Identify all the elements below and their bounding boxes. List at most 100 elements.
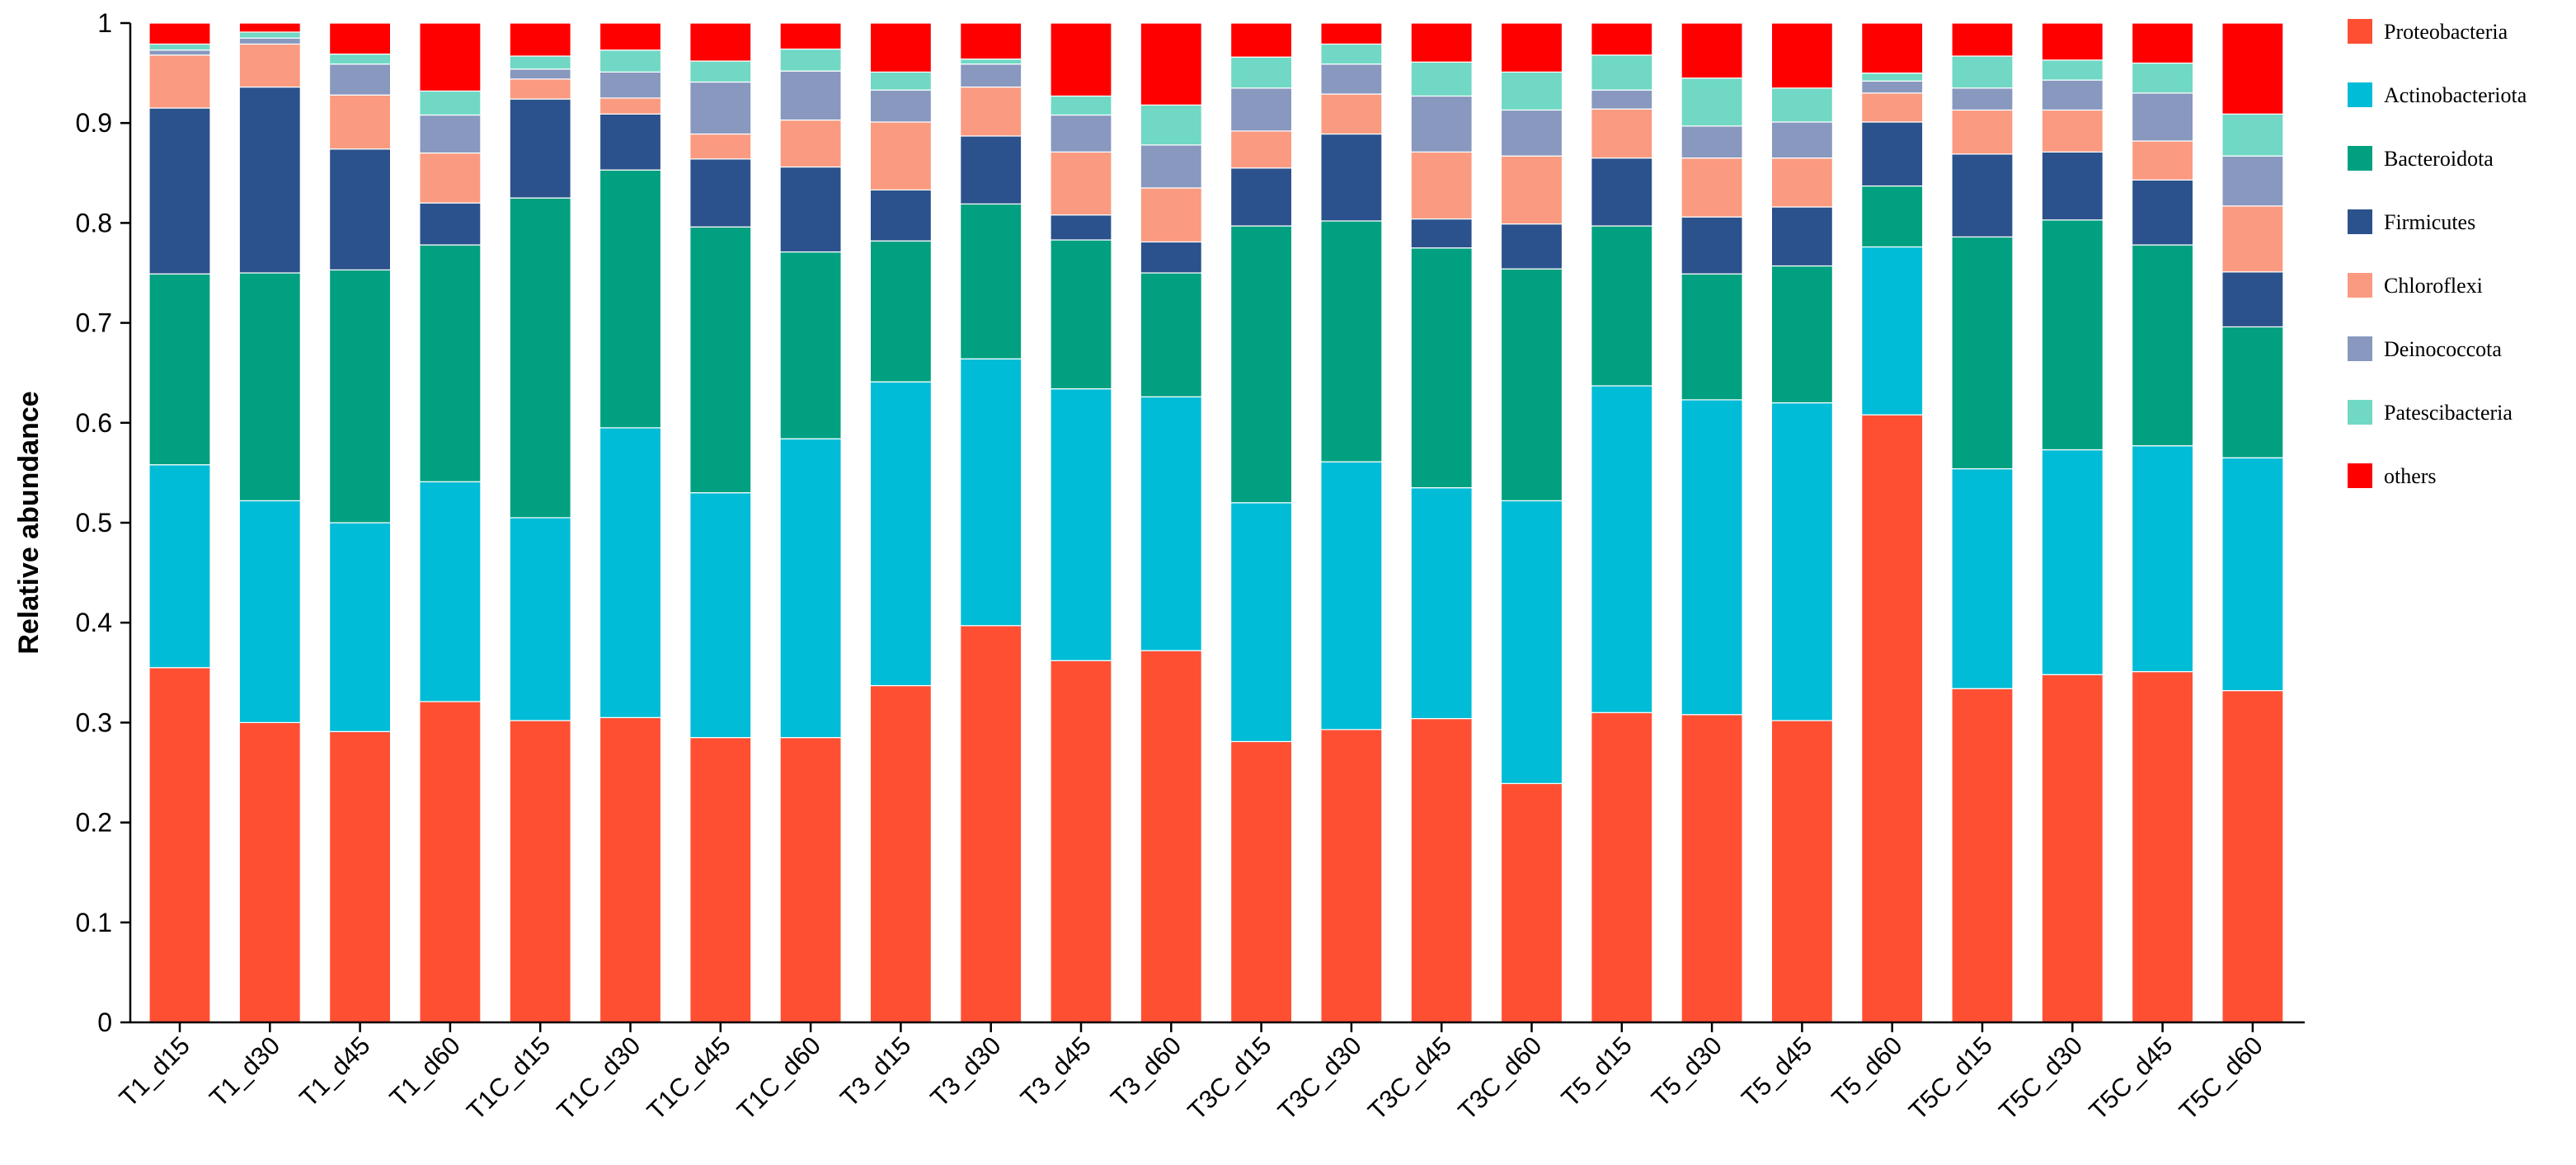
- bar-segment-Deinococcota-T1C_d15[interactable]: [509, 68, 571, 80]
- bar-segment-Deinococcota-T3_d60[interactable]: [1140, 144, 1202, 189]
- bar-segment-Patescibacteria-T1C_d30[interactable]: [599, 49, 662, 73]
- bar-segment-Chloroflexi-T1_d45[interactable]: [329, 94, 392, 150]
- bar-segment-Actinobacteriota-T5C_d15[interactable]: [1951, 467, 2014, 689]
- bar-segment-Bacteroidota-T5_d60[interactable]: [1861, 185, 1924, 248]
- bar-segment-Patescibacteria-T5C_d60[interactable]: [2221, 113, 2284, 157]
- bar-segment-Proteobacteria-T1_d30[interactable]: [238, 721, 301, 1023]
- bar-segment-Bacteroidota-T5C_d60[interactable]: [2221, 326, 2284, 458]
- bar-segment-Bacteroidota-T3C_d15[interactable]: [1229, 225, 1293, 504]
- bar-segment-others-T1C_d60[interactable]: [779, 22, 842, 50]
- bar-segment-Actinobacteriota-T1_d15[interactable]: [148, 464, 211, 669]
- bar-segment-Bacteroidota-T3_d45[interactable]: [1050, 239, 1112, 390]
- bar-segment-Actinobacteriota-T3_d15[interactable]: [869, 381, 933, 687]
- bar-segment-Actinobacteriota-T3C_d30[interactable]: [1320, 461, 1383, 730]
- bar-segment-others-T5_d45[interactable]: [1770, 22, 1833, 89]
- bar-segment-Proteobacteria-T5_d60[interactable]: [1861, 414, 1924, 1023]
- bar-segment-Deinococcota-T3C_d15[interactable]: [1229, 87, 1293, 132]
- bar-segment-Actinobacteriota-T1_d30[interactable]: [238, 500, 301, 724]
- bar-segment-Actinobacteriota-T5_d15[interactable]: [1591, 385, 1653, 713]
- bar-segment-Chloroflexi-T5_d45[interactable]: [1770, 157, 1833, 208]
- bar-segment-Patescibacteria-T1_d30[interactable]: [238, 31, 301, 39]
- bar-segment-Chloroflexi-T1_d60[interactable]: [419, 152, 482, 204]
- bar-segment-Patescibacteria-T3_d60[interactable]: [1140, 104, 1202, 146]
- bar-segment-Bacteroidota-T5C_d30[interactable]: [2041, 219, 2104, 451]
- bar-segment-Deinococcota-T5_d15[interactable]: [1591, 89, 1653, 110]
- bar-segment-Deinococcota-T1_d45[interactable]: [329, 63, 392, 96]
- bar-segment-Firmicutes-T5_d30[interactable]: [1681, 216, 1743, 275]
- bar-segment-Patescibacteria-T1_d45[interactable]: [329, 53, 392, 65]
- bar-segment-Chloroflexi-T5_d30[interactable]: [1681, 157, 1743, 218]
- bar-segment-Chloroflexi-T3_d30[interactable]: [960, 86, 1022, 137]
- bar-segment-others-T1C_d15[interactable]: [509, 22, 571, 57]
- bar-segment-Firmicutes-T1_d15[interactable]: [148, 107, 211, 275]
- bar-segment-Bacteroidota-T1_d60[interactable]: [419, 244, 482, 482]
- bar-segment-Actinobacteriota-T5_d60[interactable]: [1861, 246, 1924, 416]
- bar-segment-Proteobacteria-T1_d45[interactable]: [329, 730, 392, 1023]
- bar-segment-Actinobacteriota-T1C_d45[interactable]: [689, 492, 752, 739]
- bar-segment-Firmicutes-T5C_d15[interactable]: [1951, 153, 2014, 237]
- bar-segment-Proteobacteria-T3_d15[interactable]: [869, 684, 933, 1023]
- bar-segment-Patescibacteria-T3_d30[interactable]: [960, 59, 1022, 65]
- bar-segment-Proteobacteria-T3C_d45[interactable]: [1410, 717, 1473, 1023]
- bar-segment-Deinococcota-T3_d45[interactable]: [1050, 114, 1112, 153]
- bar-segment-Firmicutes-T1C_d30[interactable]: [599, 113, 662, 171]
- bar-segment-Firmicutes-T1C_d45[interactable]: [689, 158, 752, 228]
- bar-segment-Actinobacteriota-T3C_d45[interactable]: [1410, 486, 1473, 720]
- bar-segment-Bacteroidota-T3C_d45[interactable]: [1410, 247, 1473, 489]
- bar-segment-Firmicutes-T3_d15[interactable]: [869, 189, 933, 242]
- bar-segment-Proteobacteria-T5C_d60[interactable]: [2221, 690, 2284, 1023]
- bar-segment-Patescibacteria-T5_d60[interactable]: [1861, 72, 1924, 82]
- bar-segment-others-T5C_d60[interactable]: [2221, 22, 2284, 115]
- bar-segment-Firmicutes-T3C_d15[interactable]: [1229, 167, 1293, 227]
- bar-segment-Actinobacteriota-T1C_d30[interactable]: [599, 427, 662, 718]
- bar-segment-Chloroflexi-T1_d15[interactable]: [148, 54, 211, 109]
- bar-segment-Bacteroidota-T1_d15[interactable]: [148, 273, 211, 466]
- bar-segment-Proteobacteria-T1C_d60[interactable]: [779, 736, 842, 1023]
- bar-segment-Deinococcota-T5C_d15[interactable]: [1951, 87, 2014, 111]
- bar-segment-Patescibacteria-T5C_d45[interactable]: [2132, 62, 2194, 94]
- bar-segment-Proteobacteria-T3_d60[interactable]: [1140, 650, 1202, 1023]
- bar-segment-Patescibacteria-T5C_d30[interactable]: [2041, 59, 2104, 81]
- bar-segment-Patescibacteria-T3C_d45[interactable]: [1410, 61, 1473, 97]
- bar-segment-Actinobacteriota-T3_d60[interactable]: [1140, 396, 1202, 651]
- bar-segment-Chloroflexi-T3C_d30[interactable]: [1320, 93, 1383, 135]
- bar-segment-Deinococcota-T3C_d30[interactable]: [1320, 63, 1383, 95]
- bar-segment-others-T5_d15[interactable]: [1591, 22, 1653, 56]
- bar-segment-Firmicutes-T5_d45[interactable]: [1770, 206, 1833, 267]
- bar-segment-Bacteroidota-T1_d45[interactable]: [329, 269, 392, 524]
- bar-segment-Actinobacteriota-T1_d60[interactable]: [419, 481, 482, 702]
- bar-segment-Firmicutes-T1C_d15[interactable]: [509, 98, 571, 199]
- bar-segment-Bacteroidota-T5_d15[interactable]: [1591, 225, 1653, 387]
- bar-segment-Patescibacteria-T5C_d15[interactable]: [1951, 55, 2014, 89]
- bar-segment-Deinococcota-T1C_d45[interactable]: [689, 81, 752, 135]
- bar-segment-Firmicutes-T3C_d60[interactable]: [1500, 223, 1563, 270]
- bar-segment-others-T1C_d30[interactable]: [599, 22, 662, 51]
- bar-segment-Actinobacteriota-T1C_d60[interactable]: [779, 438, 842, 739]
- bar-segment-Deinococcota-T5_d30[interactable]: [1681, 125, 1743, 159]
- bar-segment-Bacteroidota-T3_d30[interactable]: [960, 203, 1022, 359]
- bar-segment-Chloroflexi-T5C_d15[interactable]: [1951, 109, 2014, 155]
- bar-segment-Actinobacteriota-T3_d45[interactable]: [1050, 388, 1112, 661]
- bar-segment-Patescibacteria-T1_d60[interactable]: [419, 90, 482, 116]
- bar-segment-Proteobacteria-T3C_d15[interactable]: [1229, 740, 1293, 1023]
- bar-segment-others-T1_d30[interactable]: [238, 22, 301, 33]
- bar-segment-others-T1_d60[interactable]: [419, 22, 482, 92]
- bar-segment-Chloroflexi-T3C_d60[interactable]: [1500, 155, 1563, 225]
- bar-segment-Chloroflexi-T3_d60[interactable]: [1140, 187, 1202, 243]
- bar-segment-Deinococcota-T3_d30[interactable]: [960, 63, 1022, 88]
- bar-segment-Chloroflexi-T1_d30[interactable]: [238, 43, 301, 88]
- bar-segment-Actinobacteriota-T5C_d30[interactable]: [2041, 449, 2104, 675]
- bar-segment-Chloroflexi-T1C_d45[interactable]: [689, 133, 752, 160]
- bar-segment-Proteobacteria-T3_d45[interactable]: [1050, 660, 1112, 1023]
- bar-segment-Patescibacteria-T5_d15[interactable]: [1591, 54, 1653, 91]
- bar-segment-Chloroflexi-T1C_d30[interactable]: [599, 97, 662, 115]
- bar-segment-Bacteroidota-T1C_d60[interactable]: [779, 251, 842, 439]
- bar-segment-Actinobacteriota-T5C_d45[interactable]: [2132, 445, 2194, 673]
- bar-segment-Bacteroidota-T5C_d15[interactable]: [1951, 236, 2014, 470]
- bar-segment-Deinococcota-T5C_d30[interactable]: [2041, 79, 2104, 111]
- bar-segment-Proteobacteria-T5_d45[interactable]: [1770, 720, 1833, 1023]
- bar-segment-others-T3_d30[interactable]: [960, 22, 1022, 60]
- bar-segment-Patescibacteria-T3_d15[interactable]: [869, 71, 933, 91]
- bar-segment-Proteobacteria-T1C_d30[interactable]: [599, 716, 662, 1023]
- bar-segment-Deinococcota-T1C_d30[interactable]: [599, 71, 662, 99]
